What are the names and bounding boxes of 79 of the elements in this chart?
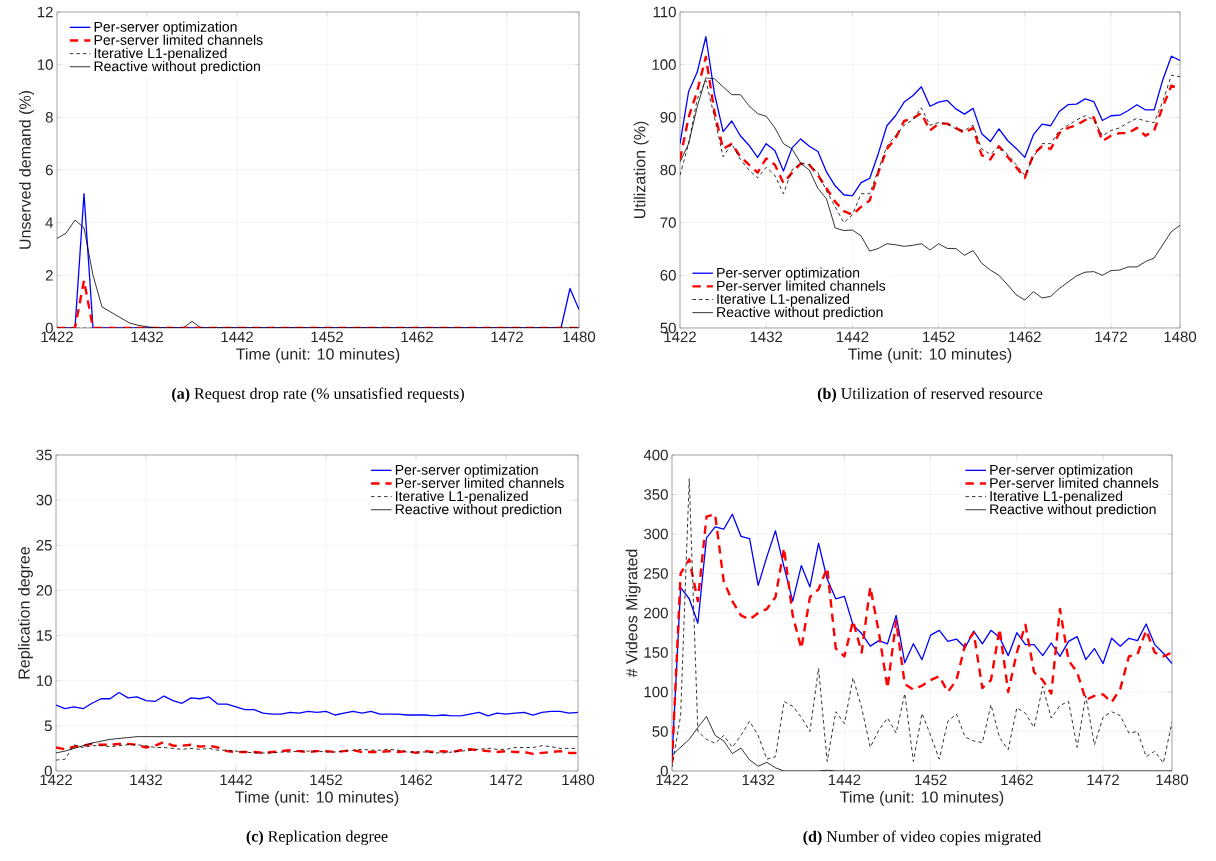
legend-label: Per-server optimization	[94, 21, 237, 35]
legend-label: Per-server limited channels	[395, 477, 564, 488]
y-tick-label: 60	[660, 270, 676, 281]
y-tick-label: 35	[36, 449, 52, 461]
x-tick-label: 1472	[1087, 774, 1119, 785]
x-tick-label: 1462	[1009, 331, 1041, 343]
legend-label: Per-server optimization	[717, 267, 860, 281]
legend-label: Iterative L1-penalized	[990, 490, 1123, 504]
y-tick-label: 5	[44, 720, 52, 732]
y-axis-title: Utilization (%)	[633, 121, 649, 219]
y-tick-label: 4	[45, 217, 54, 228]
legend-label: Per-server optimization	[990, 464, 1133, 478]
x-tick-label: 1480	[563, 331, 596, 343]
y-tick-label: 8	[45, 112, 53, 123]
x-axis-title: Time (unit: 10 minutes)	[235, 791, 399, 806]
legend-label: Per-server limited channels	[94, 34, 263, 45]
y-tick-label: 30	[36, 494, 52, 506]
x-tick-label: 1452	[310, 774, 342, 786]
y-tick-label: 300	[644, 528, 668, 540]
y-tick-label: 15	[36, 630, 52, 641]
legend-label: Per-server limited channels	[717, 280, 886, 291]
text: (b) Utilization of reserved resource	[817, 387, 1043, 403]
y-tick-label: 80	[660, 164, 676, 176]
x-tick-label: 1472	[491, 331, 523, 342]
x-tick-label: 1442	[828, 774, 861, 785]
legend-label: Reactive without prediction	[395, 503, 562, 517]
x-tick-label: 1452	[923, 331, 955, 343]
x-tick-label: 1462	[1001, 774, 1033, 786]
legend-label: Reactive without prediction	[717, 306, 883, 320]
x-tick-label: 1480	[1164, 331, 1197, 343]
legend-label: Iterative L1-penalized	[94, 47, 227, 61]
text: (a) Request drop rate (% unsatisfied requests)	[172, 387, 464, 403]
x-tick-label: 1480	[562, 774, 595, 786]
y-tick-label: 250	[644, 568, 668, 579]
x-tick-label: 1432	[750, 331, 783, 343]
y-tick-label: 50	[652, 726, 668, 737]
y-tick-label: 70	[660, 217, 676, 228]
y-tick-label: 25	[36, 539, 52, 551]
x-tick-label: 1442	[220, 774, 252, 785]
y-tick-label: 12	[37, 6, 53, 18]
legend-label: Reactive without prediction	[94, 60, 260, 74]
x-tick-label: 1432	[131, 331, 163, 343]
y-tick-label: 20	[36, 585, 52, 596]
y-tick-label: 10	[37, 59, 53, 70]
y-tick-label: 350	[644, 489, 668, 500]
y-tick-label: 400	[643, 449, 668, 461]
x-tick-label: 1442	[836, 331, 869, 342]
y-axis-title: Unserved demand (%)	[19, 90, 34, 249]
y-tick-label: 150	[644, 647, 668, 658]
x-tick-label: 1480	[1156, 774, 1189, 786]
x-tick-label: 1452	[915, 774, 947, 786]
y-tick-label: 200	[644, 607, 668, 619]
x-tick-label: 1452	[311, 331, 343, 343]
y-tick-label: 110	[653, 6, 676, 18]
y-tick-label: 100	[644, 686, 668, 698]
x-tick-label: 1432	[130, 774, 162, 786]
x-tick-label: 1472	[1095, 331, 1127, 342]
text: (c) Replication degree	[246, 830, 388, 846]
legend-label: Reactive without prediction	[990, 503, 1156, 517]
x-tick-label: 1462	[401, 331, 433, 343]
y-tick-label: 90	[660, 112, 676, 123]
x-axis-title: Time (unit: 10 minutes)	[840, 791, 1004, 806]
y-tick-label: 100	[652, 59, 676, 70]
legend-label: Per-server optimization	[395, 464, 538, 478]
x-axis-title: Time (unit: 10 minutes)	[236, 348, 400, 363]
y-axis-title: # Videos Migrated	[625, 549, 641, 678]
legend-label: Per-server limited channels	[990, 477, 1159, 488]
y-tick-label: 10	[36, 675, 52, 687]
y-tick-label: 6	[45, 164, 53, 176]
x-tick-label: 1432	[742, 774, 775, 786]
x-axis-title: Time (unit: 10 minutes)	[848, 348, 1012, 363]
y-axis-title: Replication degree	[18, 547, 33, 679]
text: (d) Number of video copies migrated	[803, 830, 1042, 846]
legend-label: Iterative L1-penalized	[717, 293, 850, 307]
x-tick-label: 1442	[221, 331, 253, 342]
y-tick-label: 2	[45, 270, 53, 281]
x-tick-label: 1462	[400, 774, 432, 786]
legend-label: Iterative L1-penalized	[396, 490, 528, 504]
x-tick-label: 1472	[490, 774, 522, 785]
